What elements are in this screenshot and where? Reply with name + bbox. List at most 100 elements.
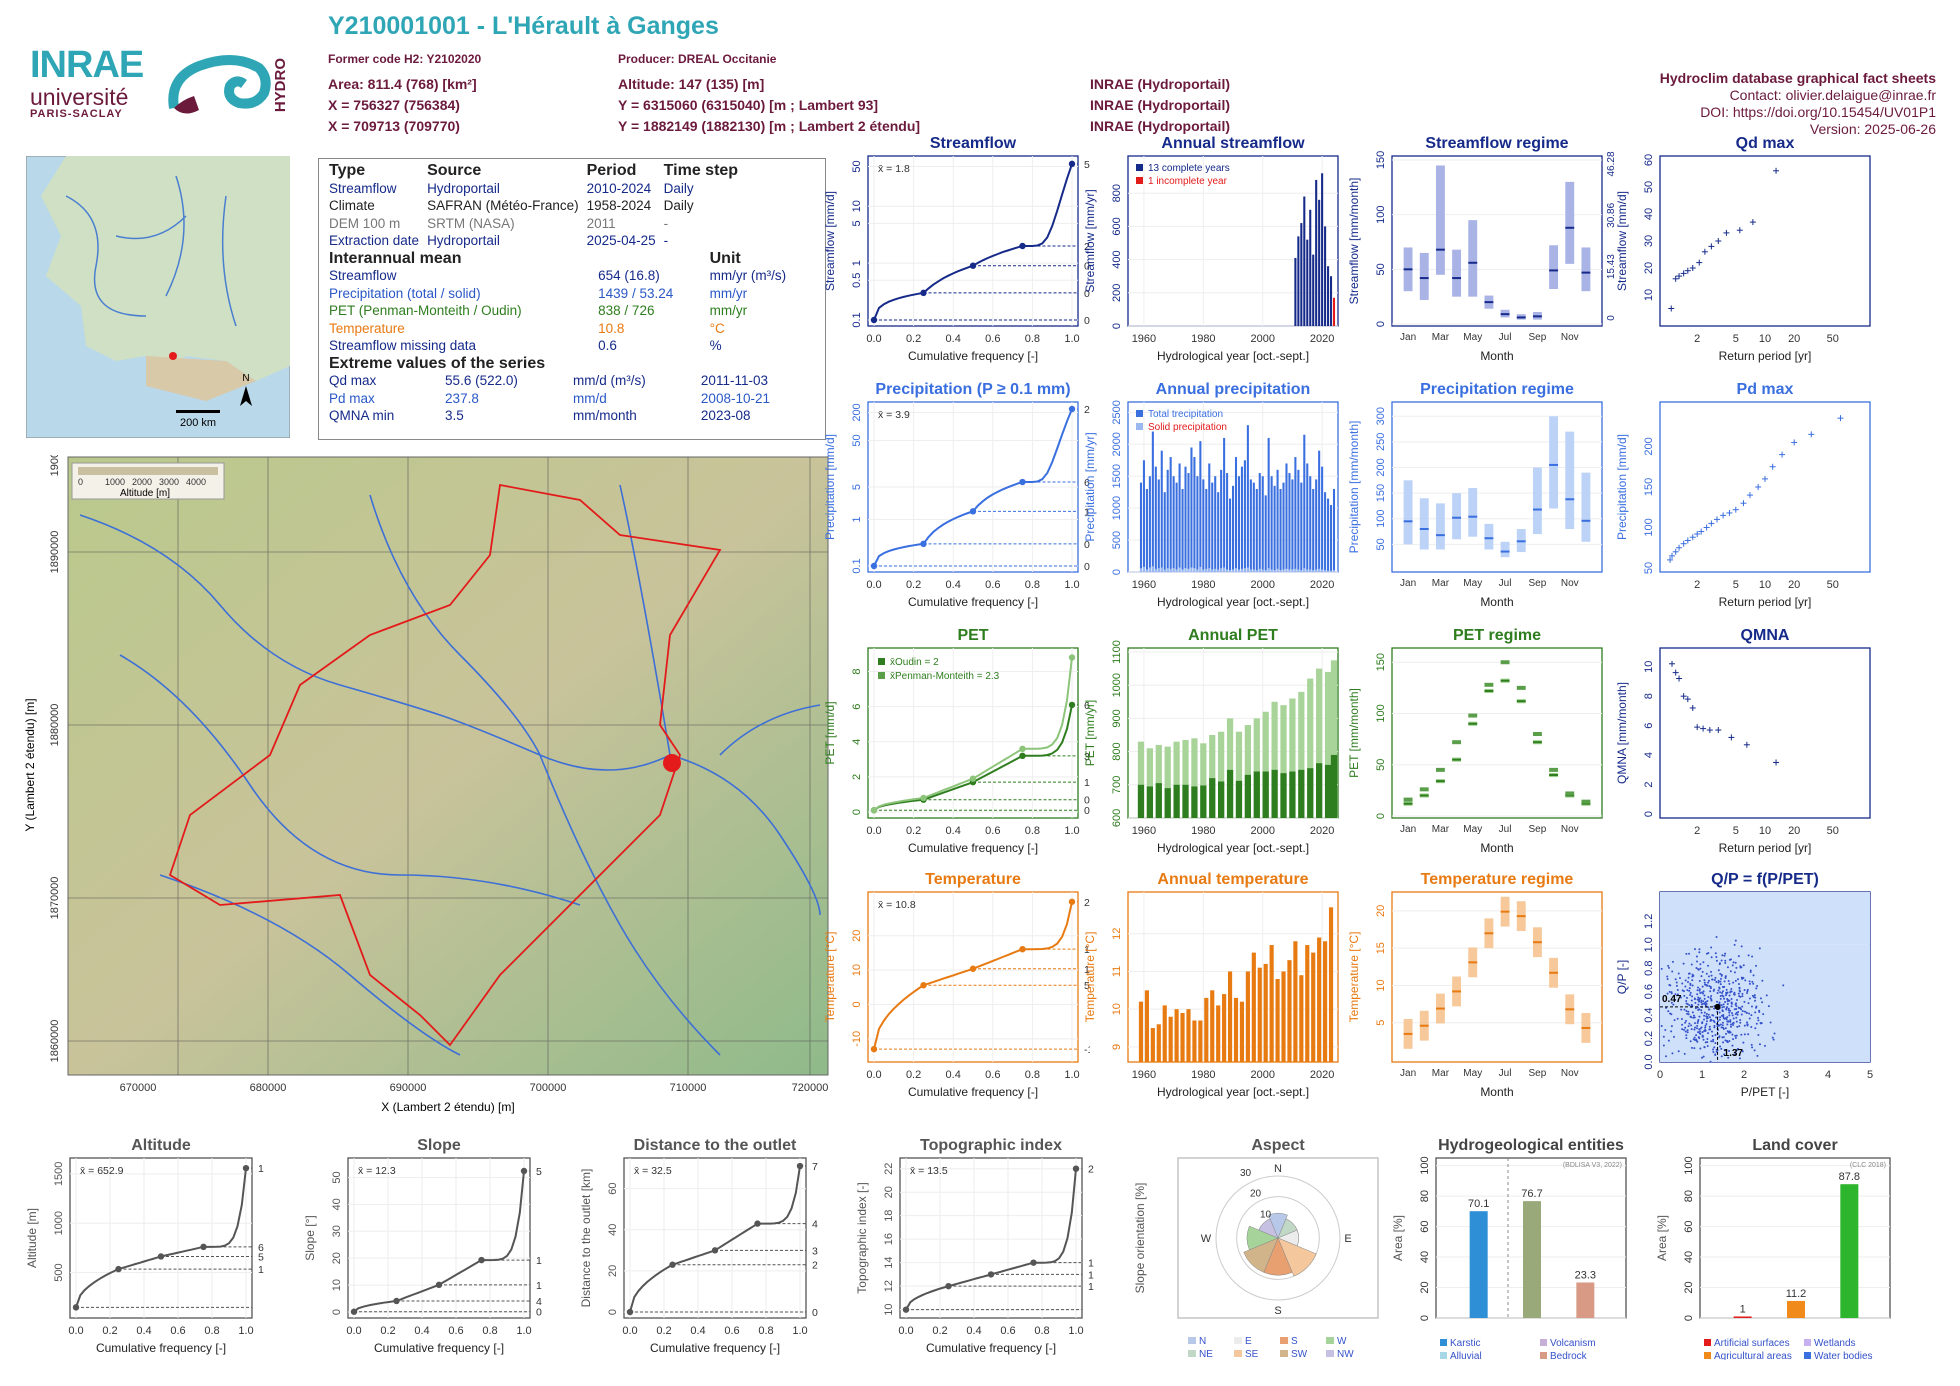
qp-point [1746,988,1749,991]
bar-solid [1264,570,1267,572]
bar [1327,498,1330,572]
ytick: 20 [1683,1281,1695,1293]
ytick: 0 [851,809,863,815]
qp-point [1717,981,1720,984]
bar-solid [1205,568,1208,572]
qp-point [1723,1049,1726,1052]
qp-point [1755,1022,1758,1025]
bar-pm [1262,711,1269,818]
ytick: 400 [1111,250,1123,268]
col-period: Period [586,162,637,179]
qp-point [1739,1018,1742,1021]
qp-point [1702,990,1705,993]
qp-point [1675,984,1678,987]
qp-point [1728,1014,1731,1017]
qp-point [1688,972,1691,975]
table-cell: QMNA min [329,408,395,423]
ytick: 80 [1683,1190,1695,1202]
map-xtick: 720000 [792,1082,829,1094]
table-cell: Streamflow [329,268,397,283]
bar [1309,209,1312,326]
qp-point [1723,1053,1726,1056]
bar [1169,457,1172,572]
qp-point [1680,1008,1683,1011]
qp-point [1693,997,1696,1000]
cdf-point [920,794,927,802]
qp-point [1717,989,1720,992]
bar-solid [1148,567,1151,572]
bar-pm [1330,660,1338,818]
qp-point [1700,1001,1703,1004]
qp-point [1667,1039,1670,1042]
cdf-point [1019,745,1026,752]
table-cell: Precipitation (total / solid) [329,285,481,301]
qp-point [1734,961,1737,964]
qp-point [1697,1003,1700,1006]
right-label: 1558 [258,1163,264,1175]
table-cell: 2023-08 [700,408,751,423]
qp-point [1735,966,1738,969]
bar [1184,466,1187,572]
qp-point [1720,1026,1723,1029]
ytick: 0 [1419,1315,1431,1321]
xtick: 0.2 [906,1069,921,1081]
qp-point [1724,1039,1727,1042]
regime-box [1419,252,1429,300]
right-label: 0.1 [536,1307,542,1319]
bar-pm [1253,718,1260,818]
xtick: 0.4 [136,1325,151,1337]
xtick: Nov [1561,1068,1579,1079]
qp-point [1675,981,1678,984]
legend-swatch [1280,1337,1288,1344]
ytick: 200 [1643,437,1655,455]
qp-point [1691,995,1694,998]
xtick: 0.4 [946,333,961,345]
qp-point [1705,1017,1708,1020]
qp-point [1703,997,1706,1000]
ytick: 500 [1111,531,1123,549]
precipitation_regime-xlabel: Month [1480,595,1513,609]
ytick: 100 [1375,510,1387,528]
qp-point [1685,1019,1688,1022]
qp-point [1741,1010,1744,1013]
ytick: 0.8 [1643,961,1655,976]
xtick: Jul [1499,578,1512,589]
hydrogeo-chart: Hydrogeological entities Area [%] 0 20 40 60 8… [1391,1137,1627,1360]
qp-point [1689,982,1692,985]
ytick: 11 [1111,966,1123,977]
catchment-map: 0 1000 2000 3000 4000 Altitude [m] 67000… [23,455,829,1114]
doi: DOI: https://doi.org/10.15454/UV01P1 [1700,104,1936,120]
qp-point [1686,1031,1689,1034]
cdf-point [1019,242,1026,250]
bar [1271,769,1278,818]
bar [1151,431,1154,572]
altitude-frame [69,1157,253,1319]
xtick: 0.8 [1034,1325,1049,1337]
rp-point [1732,506,1739,513]
ytick: 5 [1375,1020,1387,1026]
bar-solid [1187,568,1190,572]
regime-median2 [1516,685,1526,690]
qp-point [1723,1005,1725,1008]
xtick: Nov [1561,332,1579,343]
qp-point [1751,955,1754,958]
xtick: 1960 [1132,1069,1156,1081]
qp-point [1671,960,1674,963]
rp-point [1672,548,1679,555]
temperature-xlabel: Cumulative frequency [-] [908,1085,1038,1099]
bar [1324,764,1332,818]
ytick: 40 [1683,1251,1695,1263]
pd_max-ylabel: Precipitation [mm/d] [1615,434,1629,540]
qp-point [1749,971,1752,974]
table-cell: Daily [663,180,694,196]
bar [1192,1020,1197,1062]
table-cell: 237.8 [445,390,479,406]
bar [1303,434,1306,572]
bar [1235,780,1243,818]
xtick: 0.0 [68,1325,83,1337]
legend-swatch [1136,164,1143,171]
qp-point [1708,985,1711,988]
xtick: 1.0 [1064,825,1079,837]
qp-point [1695,955,1698,958]
mean-label: x̄ = 12.3 [358,1165,396,1177]
